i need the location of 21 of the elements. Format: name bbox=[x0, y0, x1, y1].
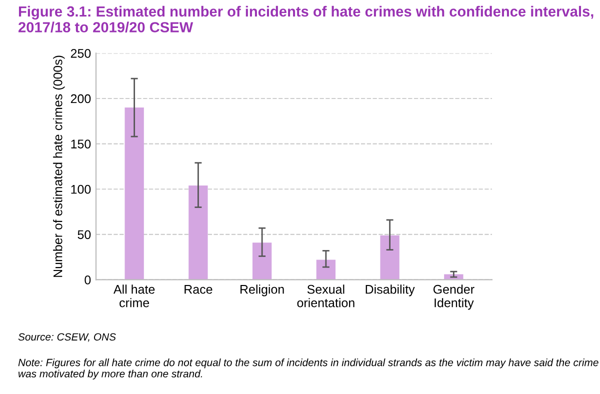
text: Note: Figures for all hate crime do not equal to the sum of incidents in individual strands as the victim may have said the crime was motivated by more than one strand. bbox=[18, 358, 598, 380]
x-tick-label: Race bbox=[184, 285, 212, 294]
y-axis-title: Number of estimated hate crimes (000s) bbox=[53, 56, 65, 277]
chart-title: Figure 3.1: Estimated number of incidents of hate crimes with confidence intervals, 2017/18 to 2019/20 CSEW bbox=[18, 6, 594, 33]
bar bbox=[380, 235, 400, 280]
bar bbox=[124, 108, 144, 280]
x-tick-label: Gender Identity bbox=[433, 284, 474, 310]
y-tick-label: 0 bbox=[84, 276, 91, 284]
x-tick-label: Sexual orientation bbox=[297, 284, 354, 308]
y-tick-label: 150 bbox=[71, 140, 91, 148]
bar bbox=[252, 242, 272, 280]
y-tick-label: 100 bbox=[71, 184, 91, 194]
bar bbox=[316, 260, 336, 280]
y-tick-label: 250 bbox=[70, 48, 91, 58]
x-tick-label: All hate crime bbox=[114, 284, 155, 308]
bar bbox=[188, 185, 208, 280]
x-tick-label: Religion bbox=[240, 284, 284, 296]
y-tick-label: 200 bbox=[70, 94, 91, 104]
y-tick-label: 50 bbox=[78, 230, 91, 240]
source-note: Source: CSEW, ONS bbox=[18, 333, 116, 342]
x-tick-label: Disability bbox=[366, 284, 415, 296]
